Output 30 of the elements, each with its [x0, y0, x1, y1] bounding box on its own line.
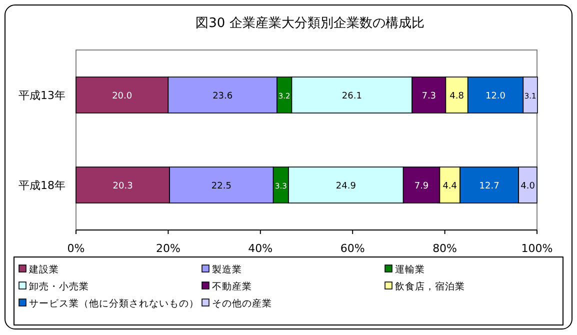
data-label: 7.3: [422, 92, 436, 102]
chart-title: 図30 企業産業大分類別企業数の構成比: [196, 15, 424, 31]
data-label: 22.5: [211, 182, 232, 192]
x-tick-label: 60%: [340, 242, 365, 255]
x-tick-label: 0%: [67, 242, 85, 255]
data-label: 12.7: [479, 182, 500, 192]
data-label: 4.8: [450, 92, 464, 102]
data-label: 12.0: [485, 92, 506, 102]
data-label: 24.9: [336, 182, 356, 192]
data-label: 20.0: [112, 92, 132, 102]
data-label: 4.4: [442, 182, 458, 192]
y-tick-label: 平成18年: [18, 179, 66, 192]
legend-label: 不動産業: [212, 280, 252, 292]
legend-label: 卸売・小売業: [29, 280, 89, 292]
x-tick-label: 20%: [156, 242, 180, 255]
legend-label: その他の産業: [212, 298, 272, 310]
data-label: 23.6: [212, 92, 233, 102]
x-tick-label: 100%: [521, 242, 553, 255]
legend-label: 製造業: [212, 264, 242, 276]
x-tick-label: 80%: [432, 242, 458, 255]
data-label: 20.3: [112, 182, 133, 192]
x-tick-label: 40%: [248, 242, 273, 255]
legend-label: 運輸業: [395, 264, 425, 276]
data-label: 4.0: [520, 182, 536, 192]
data-label: 26.1: [342, 92, 362, 102]
legend-label: サービス業（他に分類されないもの）: [29, 298, 199, 310]
legend-label: 建設業: [28, 264, 59, 276]
data-label: 7.9: [414, 182, 429, 192]
legend-label: 飲食店，宿泊業: [395, 280, 465, 292]
y-tick-label: 平成13年: [18, 89, 66, 102]
